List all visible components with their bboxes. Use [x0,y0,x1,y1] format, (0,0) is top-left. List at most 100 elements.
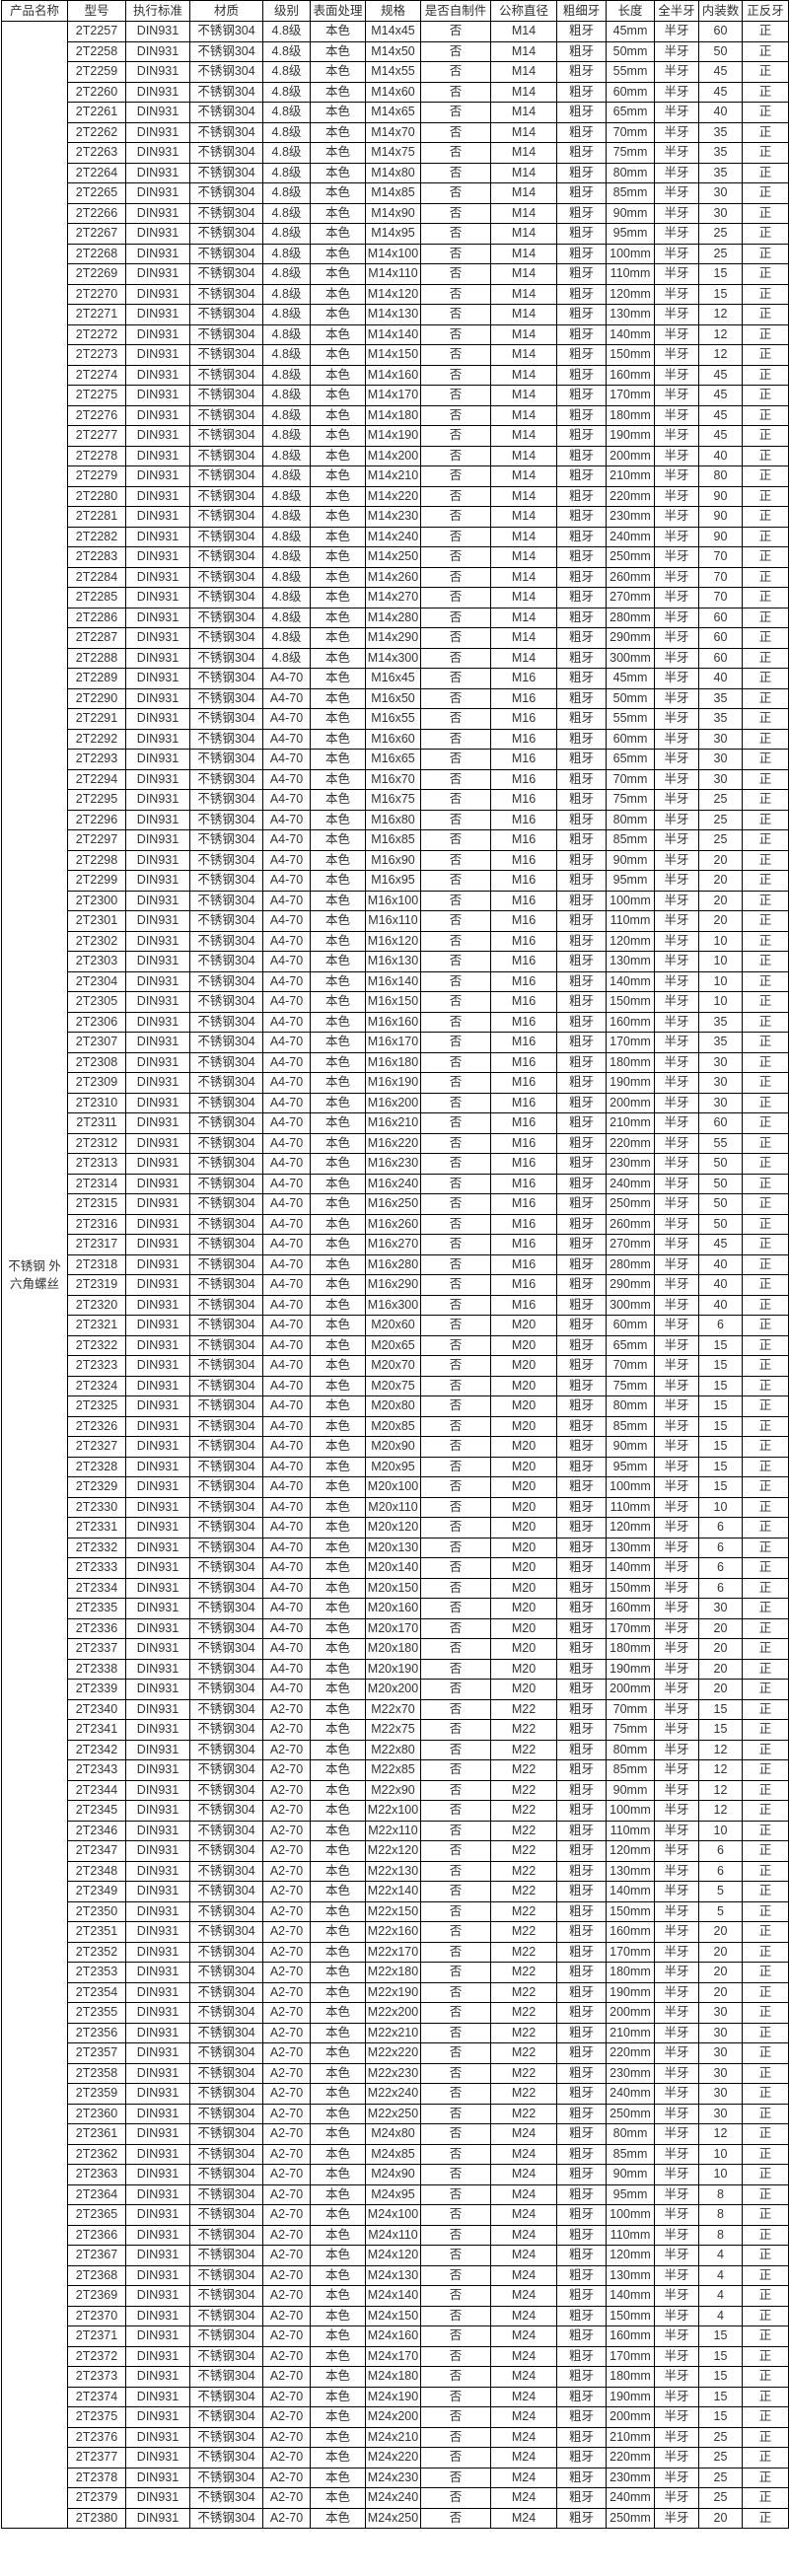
surface-cell: 本色 [310,728,366,750]
thread-coverage-cell: 半牙 [654,607,699,628]
length-cell: 190mm [606,1658,655,1680]
nominal-diameter-cell: M22 [490,1881,557,1902]
model-cell: 2T2263 [67,142,126,164]
self-made-cell: 否 [420,385,491,406]
thread-type-cell: 粗牙 [556,1557,607,1579]
model-cell: 2T2330 [67,1496,126,1518]
thread-coverage-cell: 半牙 [654,728,699,750]
thread-coverage-cell: 半牙 [654,668,699,689]
thread-type-cell: 粗牙 [556,970,607,992]
self-made-cell: 否 [420,61,491,83]
grade-cell: A2-70 [262,1962,311,1983]
model-cell: 2T2353 [67,1962,126,1983]
grade-cell: A4-70 [262,1496,311,1518]
nominal-diameter-cell: M22 [490,1739,557,1760]
grade-cell: A2-70 [262,2002,311,2024]
thread-direction-cell: 正 [742,546,789,568]
surface-cell: 本色 [310,2264,366,2286]
material-cell: 不锈钢304 [189,2183,263,2205]
length-cell: 240mm [606,2083,655,2105]
thread-type-cell: 粗牙 [556,2083,607,2105]
pack-qty-cell: 15 [698,1719,743,1741]
surface-cell: 本色 [310,2386,366,2407]
surface-cell: 本色 [310,283,366,305]
material-cell: 不锈钢304 [189,849,263,871]
table-row: 2T2327 DIN931 不锈钢304 A4-70 本色 M20x90 否 M20 粗牙 90m… [2,1436,789,1458]
thread-type-cell: 粗牙 [556,2245,607,2266]
length-cell: 85mm [606,1759,655,1781]
grade-cell: A2-70 [262,2062,311,2084]
length-cell: 150mm [606,2305,655,2326]
standard-cell: DIN931 [125,2224,190,2246]
model-cell: 2T2310 [67,1092,126,1113]
thread-direction-cell: 正 [742,1860,789,1882]
model-cell: 2T2349 [67,1881,126,1902]
thread-direction-cell: 正 [742,2386,789,2407]
length-cell: 200mm [606,445,655,466]
thread-direction-cell: 正 [742,40,789,62]
thread-direction-cell: 正 [742,1315,789,1336]
thread-coverage-cell: 半牙 [654,708,699,730]
thread-direction-cell: 正 [742,2366,789,2388]
self-made-cell: 否 [420,1739,491,1760]
thread-type-cell: 粗牙 [556,849,607,871]
table-row: 2T2317 DIN931 不锈钢304 A4-70 本色 M16x270 否 M16 粗牙 27… [2,1234,789,1255]
nominal-diameter-cell: M14 [490,526,557,547]
self-made-cell: 否 [420,465,491,487]
standard-cell: DIN931 [125,2164,190,2185]
standard-cell: DIN931 [125,2042,190,2064]
length-cell: 95mm [606,870,655,892]
thread-type-cell: 粗牙 [556,526,607,547]
thread-direction-cell: 正 [742,708,789,730]
thread-direction-cell: 正 [742,890,789,911]
surface-cell: 本色 [310,1679,366,1700]
column-header: 执行标准 [125,0,190,22]
table-row: 2T2297 DIN931 不锈钢304 A4-70 本色 M16x85 否 M16 粗牙 85m… [2,829,789,851]
self-made-cell: 否 [420,2224,491,2246]
length-cell: 50mm [606,40,655,62]
spec-cell: M22x85 [365,1759,421,1781]
standard-cell: DIN931 [125,1375,190,1396]
standard-cell: DIN931 [125,687,190,709]
surface-cell: 本色 [310,2022,366,2043]
length-cell: 220mm [606,1132,655,1154]
self-made-cell: 否 [420,1334,491,1356]
model-cell: 2T2358 [67,2062,126,2084]
standard-cell: DIN931 [125,445,190,466]
self-made-cell: 否 [420,323,491,345]
spec-cell: M24x140 [365,2285,421,2307]
thread-type-cell: 粗牙 [556,1092,607,1113]
thread-coverage-cell: 半牙 [654,2123,699,2145]
standard-cell: DIN931 [125,1900,190,1922]
thread-direction-cell: 正 [742,1759,789,1781]
length-cell: 280mm [606,1253,655,1275]
thread-type-cell: 粗牙 [556,687,607,709]
spec-cell: M16x190 [365,1072,421,1094]
table-row: 2T2314 DIN931 不锈钢304 A4-70 本色 M16x240 否 M16 粗牙 24… [2,1173,789,1194]
material-cell: 不锈钢304 [189,1092,263,1113]
self-made-cell: 否 [420,1719,491,1741]
thread-coverage-cell: 半牙 [654,1436,699,1458]
spec-cell: M20x90 [365,1436,421,1458]
thread-type-cell: 粗牙 [556,1072,607,1094]
thread-type-cell: 粗牙 [556,2042,607,2064]
thread-direction-cell: 正 [742,81,789,103]
length-cell: 160mm [606,1921,655,1943]
self-made-cell: 否 [420,1375,491,1396]
material-cell: 不锈钢304 [189,1153,263,1175]
spec-cell: M22x120 [365,1840,421,1862]
thread-direction-cell: 正 [742,2103,789,2124]
standard-cell: DIN931 [125,1719,190,1741]
nominal-diameter-cell: M14 [490,485,557,507]
thread-direction-cell: 正 [742,445,789,466]
standard-cell: DIN931 [125,2143,190,2165]
grade-cell: 4.8级 [262,40,311,62]
thread-coverage-cell: 半牙 [654,890,699,911]
material-cell: 不锈钢304 [189,627,263,649]
spec-cell: M20x60 [365,1315,421,1336]
grade-cell: A2-70 [262,1900,311,1922]
table-row: 2T2292 DIN931 不锈钢304 A4-70 本色 M16x60 否 M16 粗牙 60m… [2,728,789,750]
nominal-diameter-cell: M20 [490,1658,557,1680]
self-made-cell: 否 [420,1051,491,1073]
standard-cell: DIN931 [125,1658,190,1680]
